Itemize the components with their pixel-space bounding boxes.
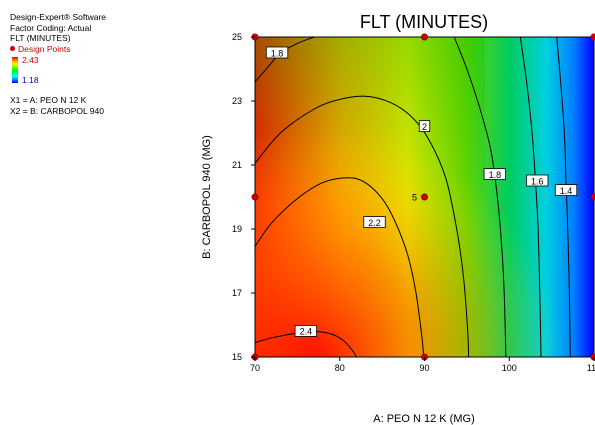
y-tick-label: 21: [232, 160, 242, 170]
contour-line: [254, 95, 470, 358]
software-label: Design-Expert® Software: [10, 12, 107, 22]
design-point: [590, 193, 595, 201]
x-axis-ticks: 70 80 90 100 110: [250, 357, 595, 373]
contour-lines: [254, 36, 571, 358]
y-tick-label: 25: [232, 32, 242, 42]
contour-label: 1.8: [271, 48, 284, 58]
y-tick-label: 17: [232, 288, 242, 298]
contour-label-box: [526, 174, 549, 187]
contour-label: 2.4: [300, 327, 313, 337]
design-point: [251, 193, 259, 201]
contour-label: 1.4: [560, 186, 573, 196]
chart-title: FLT (MINUTES): [360, 12, 488, 32]
factor-coding-label: Factor Coding: Actual: [10, 22, 92, 33]
x-tick-label: 100: [502, 363, 517, 373]
y-tick-label: 19: [232, 224, 242, 234]
x-tick-label: 110: [587, 363, 595, 373]
x-tick-label: 80: [335, 363, 345, 373]
x-axis-label: A: PEO N 12 K (MG): [373, 413, 474, 425]
contour-line: [556, 36, 571, 358]
contour-label-box: [554, 184, 578, 197]
legend-panel: Design-Expert® Software Factor Coding: A…: [10, 12, 106, 116]
design-point: [420, 33, 428, 41]
design-point-count-label: 5: [412, 193, 417, 203]
y-tick-label: 23: [232, 96, 242, 106]
y-axis-label: B: CARBOPOL 940 (MG): [201, 135, 213, 259]
color-scale: 2.43 1.18: [10, 55, 106, 85]
design-points-legend: Design Points: [10, 44, 106, 55]
design-points-label: Design Points: [18, 43, 71, 54]
design-point: [590, 33, 595, 41]
color-scale-bar: [12, 57, 18, 83]
response-label: FLT (MINUTES): [10, 33, 71, 43]
factor-x1: X1 = A: PEO N 12 K: [10, 95, 87, 105]
plot-area: 2.4 2.2 2 1.8 1.8 1.6 1.4 5: [251, 33, 595, 361]
color-scale-high: 2.43: [22, 55, 39, 65]
color-scale-low: 1.18: [22, 75, 39, 85]
contour-line: [254, 177, 425, 358]
contour-label-box: [363, 216, 386, 229]
contour-labels: 2.4 2.2 2 1.8 1.8 1.6 1.4: [265, 46, 578, 337]
contour-label: 2: [422, 122, 427, 132]
x-tick-label: 70: [250, 363, 260, 373]
contour-label-box: [483, 168, 506, 181]
factor-list: X1 = A: PEO N 12 K X2 = B: CARBOPOL 940: [10, 95, 106, 116]
contour-line: [254, 330, 358, 358]
contour-label-box: [265, 46, 289, 59]
factor-x2: X2 = B: CARBOPOL 940: [10, 105, 104, 116]
contour-label: 2.2: [368, 218, 381, 228]
y-axis-ticks: 15 17 19 21 23 25: [232, 32, 255, 362]
x-tick-label: 90: [419, 363, 429, 373]
design-point-marker-icon: [10, 45, 15, 51]
contour-label: 1.8: [489, 170, 502, 180]
contour-label-box: [294, 324, 318, 337]
y-tick-label: 15: [232, 352, 242, 362]
contour-label: 1.6: [531, 176, 544, 186]
design-point: [420, 193, 428, 201]
contour-label-box: [418, 120, 431, 132]
